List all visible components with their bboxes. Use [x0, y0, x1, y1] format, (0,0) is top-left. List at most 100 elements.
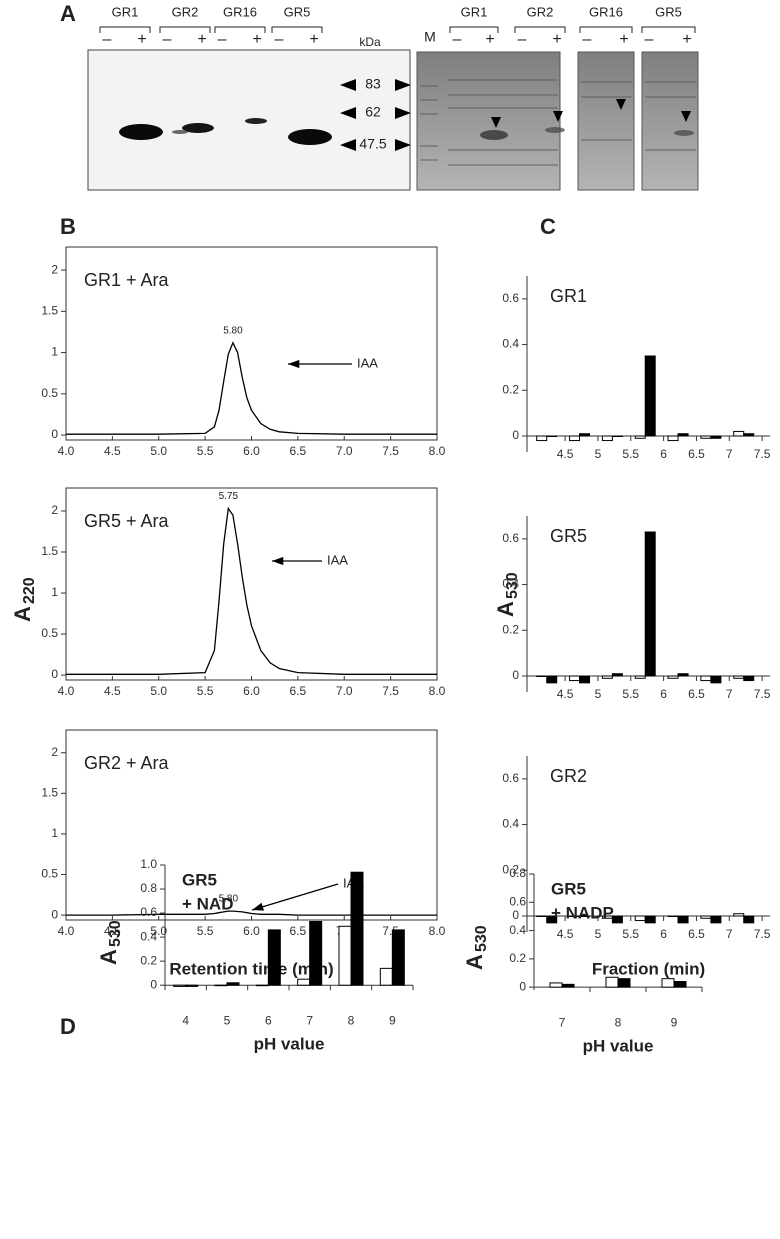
x-axis-label: Fraction (min): [592, 959, 705, 978]
x-tick-label: 6: [660, 687, 667, 701]
marker-arrow: [340, 79, 356, 91]
bracket: [271, 26, 323, 33]
x-tick-label: 6.5: [688, 687, 705, 701]
x-tick-label: 4.5: [557, 927, 574, 941]
x-tick-label: 5.5: [622, 447, 639, 461]
lane-group-label: GR2: [172, 4, 199, 19]
title: GR1: [550, 286, 587, 306]
y-tick-label: 0.2: [140, 953, 157, 967]
y-tick-label: 0: [51, 667, 58, 681]
y-tick-label: 0.8: [509, 866, 526, 880]
y-tick-label: 0.6: [502, 291, 519, 305]
bracket: [214, 26, 266, 33]
bar: [611, 915, 623, 924]
title: GR5: [550, 526, 587, 546]
bar: [226, 982, 240, 986]
lane-sign: +: [485, 31, 494, 48]
y-tick-label: 2: [51, 503, 58, 517]
band: [119, 124, 163, 140]
x-tick-label: 9: [389, 1013, 396, 1027]
bar: [536, 915, 548, 917]
bar: [710, 915, 722, 924]
x-axis-label: Retention time (min): [169, 959, 333, 978]
panel-letter: D: [60, 1014, 76, 1039]
y-tick-label: 1: [51, 826, 58, 840]
title: + NADP: [551, 903, 614, 922]
x-tick-label: 7.5: [754, 447, 771, 461]
x-tick-label: 8: [615, 1015, 622, 1029]
bar: [297, 978, 311, 986]
y-axis-label-sub: 220: [21, 577, 38, 604]
x-tick-label: 7: [726, 927, 733, 941]
lane-sign: +: [252, 31, 261, 48]
x-tick-label: 7.0: [336, 684, 353, 698]
marker-arrow: [395, 107, 411, 119]
bar: [173, 984, 187, 987]
bar: [710, 435, 722, 439]
lane-sign: –: [163, 31, 172, 48]
lane-group-label: GR5: [655, 4, 682, 19]
bar: [634, 675, 646, 679]
x-tick-label: 7.5: [382, 444, 399, 458]
panel-letter: A: [60, 1, 76, 26]
band: [182, 123, 214, 133]
bar: [536, 675, 548, 677]
y-tick-label: 0.4: [140, 929, 157, 943]
band: [172, 130, 188, 134]
bar: [569, 435, 581, 442]
marker-label: 83: [365, 76, 381, 92]
lane-sign: –: [453, 31, 462, 48]
lane-sign: +: [619, 31, 628, 48]
bar: [536, 435, 548, 442]
x-tick-label: 7.5: [754, 687, 771, 701]
y-tick-label: 0.2: [502, 862, 519, 876]
y-tick-label: 0: [51, 427, 58, 441]
x-tick-label: 8.0: [429, 444, 446, 458]
y-axis-label: A 530: [96, 920, 124, 965]
y-tick-label: 1.5: [41, 304, 58, 318]
bar: [667, 915, 679, 917]
title: + NAD: [182, 894, 233, 913]
x-tick-label: 6.5: [290, 924, 307, 938]
lane-group-label: GR5: [284, 4, 311, 19]
peak-label: 5.80: [223, 325, 243, 336]
bar: [700, 675, 712, 682]
y-tick-label: 0.6: [140, 905, 157, 919]
bar: [338, 925, 352, 986]
x-tick-label: 4.5: [104, 684, 121, 698]
lane-sign: –: [218, 31, 227, 48]
x-tick-label: 4: [182, 1013, 189, 1027]
y-axis-label-main: A: [462, 954, 487, 970]
y-tick-label: 0.2: [502, 622, 519, 636]
bar: [743, 433, 755, 437]
x-tick-label: 5: [595, 927, 602, 941]
lane-group-label: GR1: [461, 4, 488, 19]
band: [245, 118, 267, 124]
bar: [214, 984, 228, 987]
bar: [579, 433, 591, 437]
y-tick-label: 0.5: [41, 386, 58, 400]
x-tick-label: 8.0: [429, 924, 446, 938]
y-tick-label: 0: [150, 977, 157, 991]
x-tick-label: 6: [660, 927, 667, 941]
y-tick-label: 0.2: [509, 951, 526, 965]
y-axis-label-main: A: [10, 606, 35, 622]
x-tick-label: 4.0: [58, 684, 75, 698]
lane-sign: +: [552, 31, 561, 48]
bar: [605, 976, 619, 988]
bar: [546, 915, 558, 924]
bar: [617, 978, 631, 988]
bar: [667, 435, 679, 442]
bracket: [579, 26, 633, 33]
x-tick-label: 4.5: [104, 924, 121, 938]
x-tick-label: 4.0: [58, 444, 75, 458]
bar: [309, 920, 323, 986]
bar: [667, 675, 679, 679]
lane-group-label: GR16: [223, 4, 257, 19]
y-axis-label-main: A: [96, 949, 121, 965]
y-tick-label: 0.8: [140, 881, 157, 895]
bar: [743, 915, 755, 924]
bar: [350, 871, 364, 986]
y-tick-label: 0.5: [41, 626, 58, 640]
arrow-head: [252, 902, 264, 911]
